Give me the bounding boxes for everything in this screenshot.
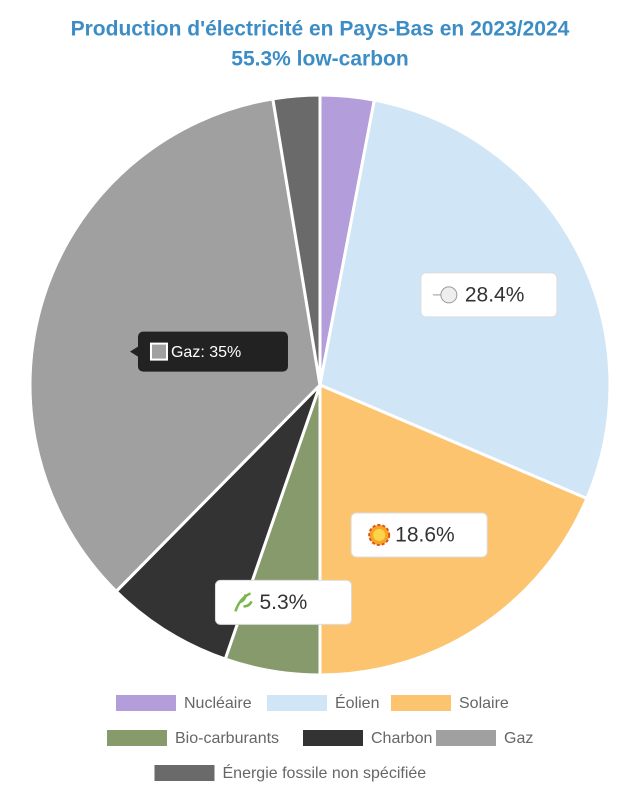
- legend-swatch: [267, 695, 327, 711]
- legend-label: Éolien: [335, 693, 379, 712]
- legend-label: Charbon: [371, 730, 432, 747]
- icon: [234, 592, 253, 612]
- tooltip-text: Gaz: 35%: [171, 344, 241, 361]
- chart-title: Production d'électricité en Pays-Bas en …: [71, 18, 570, 41]
- legend-swatch: [303, 730, 363, 746]
- legend-label: Gaz: [504, 730, 533, 747]
- legend-swatch: [436, 730, 496, 746]
- legend-swatch: [116, 695, 176, 711]
- legend-swatch: [107, 730, 167, 746]
- chart-subtitle: 55.3% low-carbon: [231, 48, 408, 71]
- data-label: 18.6%: [395, 524, 455, 547]
- data-label: 5.3%: [259, 591, 307, 614]
- legend-label: Bio-carburants: [175, 730, 279, 747]
- label-box: [214, 579, 352, 625]
- icon: [440, 286, 458, 304]
- legend-label: Nucléaire: [184, 695, 252, 712]
- legend-label: Énergie fossile non spécifiée: [223, 763, 427, 782]
- pie-slice: [271, 93, 322, 386]
- legend-label: Solaire: [459, 695, 509, 712]
- label-box: [420, 272, 558, 318]
- label-box: [350, 512, 488, 558]
- legend-swatch: [154, 765, 215, 781]
- icon: [373, 528, 386, 541]
- pie-slice: [114, 383, 322, 661]
- legend-swatch: [391, 695, 451, 711]
- tooltip-box: [129, 331, 288, 372]
- data-label: 28.4%: [465, 283, 525, 306]
- tooltip-swatch: [149, 342, 168, 361]
